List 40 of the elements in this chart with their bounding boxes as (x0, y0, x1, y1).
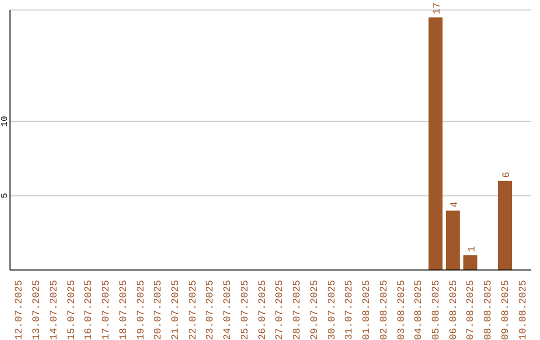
x-tick-label: 08.08.2025 (484, 280, 495, 340)
x-tick-label: 02.08.2025 (379, 280, 390, 340)
x-tick-label: 14.07.2025 (49, 280, 60, 340)
x-tick-label: 06.08.2025 (448, 280, 460, 340)
x-tick-label: 17.07.2025 (102, 280, 113, 340)
x-tick-label: 01.08.2025 (362, 280, 374, 340)
bar (498, 180, 512, 270)
y-tick-label: 10 (0, 116, 10, 127)
x-tick-label: 07.08.2025 (466, 280, 478, 340)
bar (463, 255, 478, 270)
x-tick-label: 30.07.2025 (327, 280, 338, 340)
data-label: 1 (467, 246, 478, 252)
x-tick-label: 28.07.2025 (292, 280, 304, 340)
x-tick-label: 03.08.2025 (396, 280, 408, 340)
x-tick-label: 18.07.2025 (118, 280, 130, 340)
y-tick-label: 5 (0, 193, 10, 198)
x-tick-label: 23.07.2025 (206, 280, 217, 340)
x-tick-label: 19.07.2025 (136, 280, 148, 340)
x-tick-label: 29.07.2025 (310, 280, 321, 340)
x-tick-label: 22.07.2025 (188, 280, 200, 340)
x-tick-label: 10.08.2025 (518, 280, 530, 340)
x-tick-label: 27.07.2025 (275, 280, 286, 340)
x-tick-label: 04.08.2025 (414, 280, 426, 340)
x-tick-label: 21.07.2025 (170, 280, 182, 340)
x-tick-label: 15.07.2025 (66, 280, 78, 340)
x-tick-label: 26.07.2025 (258, 280, 269, 340)
x-tick-label: 20.07.2025 (154, 280, 165, 340)
x-tick-label: 13.07.2025 (32, 280, 44, 340)
bar (446, 210, 460, 270)
data-label: 17 (432, 2, 444, 14)
x-tick-label: 31.07.2025 (344, 280, 356, 340)
x-tick-label: 12.07.2025 (14, 280, 26, 340)
x-tick-label: 16.07.2025 (84, 280, 96, 340)
x-tick-label: 09.08.2025 (500, 280, 512, 340)
x-tick-label: 24.07.2025 (223, 280, 234, 340)
data-label: 4 (450, 202, 461, 208)
bar (428, 17, 443, 270)
x-tick-label: 05.08.2025 (431, 280, 442, 340)
x-tick-label: 25.07.2025 (240, 280, 252, 340)
data-label: 6 (502, 172, 514, 178)
